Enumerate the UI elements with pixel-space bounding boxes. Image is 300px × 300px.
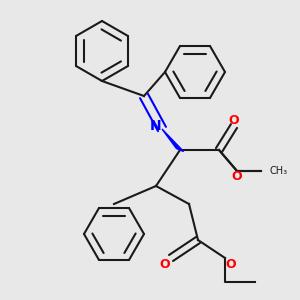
Text: O: O xyxy=(229,113,239,127)
Text: N: N xyxy=(150,119,162,133)
Text: O: O xyxy=(160,257,170,271)
Polygon shape xyxy=(162,129,184,152)
Text: O: O xyxy=(226,257,236,271)
Text: CH₃: CH₃ xyxy=(270,166,288,176)
Text: O: O xyxy=(232,170,242,184)
